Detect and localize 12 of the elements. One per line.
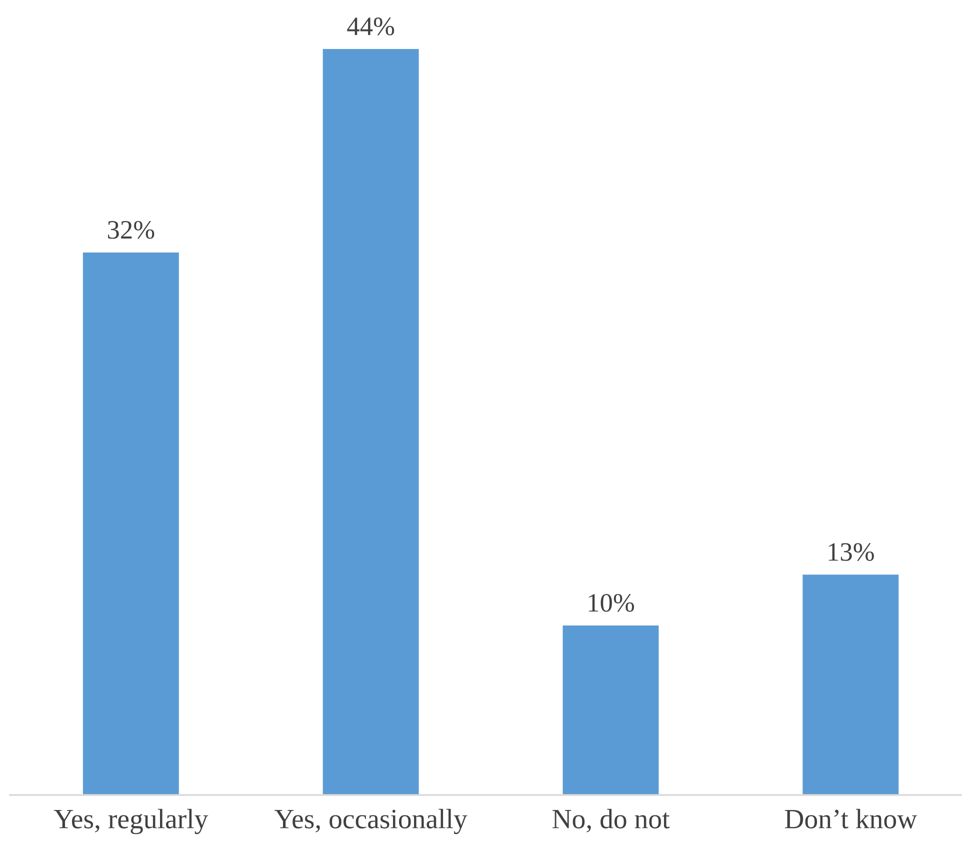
x-tick-label: Don’t know bbox=[784, 808, 918, 828]
bar bbox=[82, 252, 179, 795]
bar bbox=[562, 625, 659, 795]
x-tick-label: No, do not bbox=[552, 808, 670, 832]
data-label: 44% bbox=[347, 18, 394, 36]
data-label: 32% bbox=[108, 220, 154, 239]
bar bbox=[802, 574, 899, 795]
data-label: 13% bbox=[828, 543, 874, 561]
data-label: 10% bbox=[588, 594, 634, 612]
x-tick-label: Yes, occasionally bbox=[274, 808, 468, 834]
bar bbox=[322, 49, 419, 795]
x-tick-label: Yes, regularly bbox=[54, 808, 208, 834]
